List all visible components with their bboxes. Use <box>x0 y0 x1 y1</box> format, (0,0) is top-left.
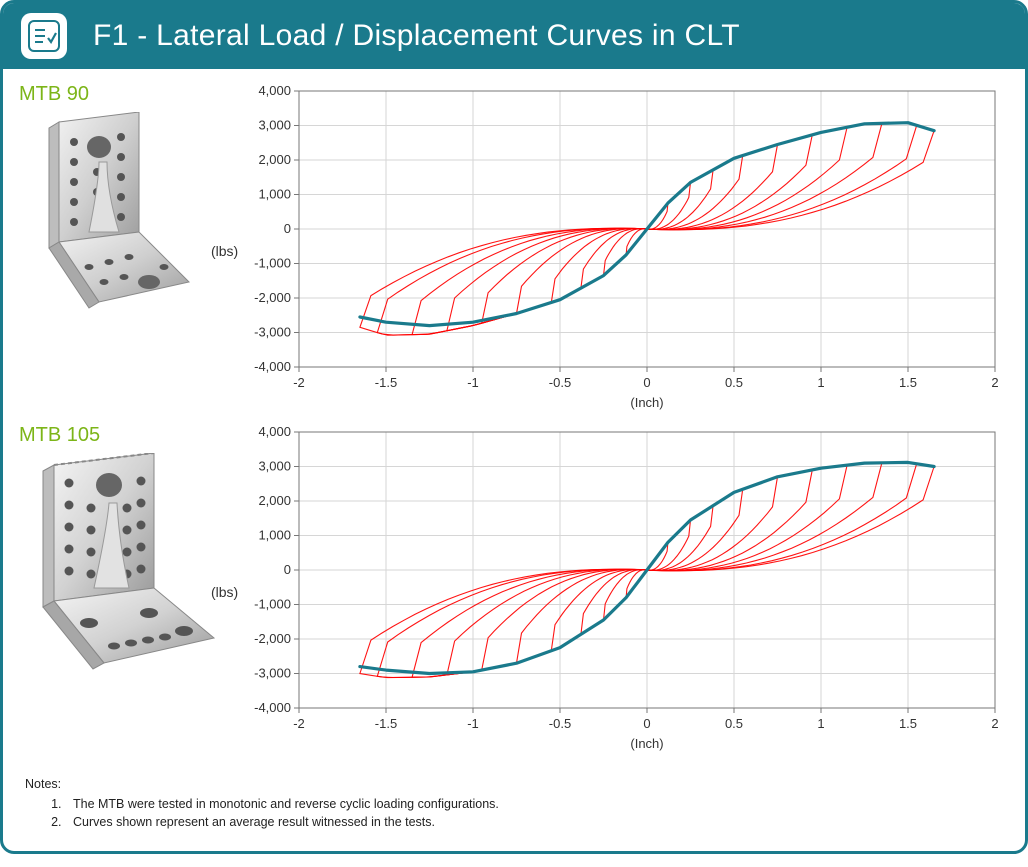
svg-text:(Inch): (Inch) <box>630 736 663 751</box>
svg-text:-2,000: -2,000 <box>254 631 291 646</box>
svg-text:3,000: 3,000 <box>258 118 291 133</box>
svg-text:0: 0 <box>643 375 650 390</box>
chart-row-1: MTB 90 <box>19 83 1009 418</box>
svg-text:1,000: 1,000 <box>258 187 291 202</box>
svg-text:-1.5: -1.5 <box>375 716 397 731</box>
svg-text:1.5: 1.5 <box>899 716 917 731</box>
svg-text:1: 1 <box>817 375 824 390</box>
notes-list: The MTB were tested in monotonic and rev… <box>65 797 1009 829</box>
svg-text:-4,000: -4,000 <box>254 700 291 715</box>
svg-text:2,000: 2,000 <box>258 493 291 508</box>
svg-text:-1.5: -1.5 <box>375 375 397 390</box>
svg-text:1,000: 1,000 <box>258 528 291 543</box>
svg-text:1: 1 <box>817 716 824 731</box>
svg-text:0.5: 0.5 <box>725 716 743 731</box>
notes-title: Notes: <box>25 777 1009 791</box>
svg-text:-0.5: -0.5 <box>549 716 571 731</box>
card: F1 - Lateral Load / Displacement Curves … <box>0 0 1028 854</box>
svg-text:2,000: 2,000 <box>258 152 291 167</box>
header-bar: F1 - Lateral Load / Displacement Curves … <box>3 3 1025 69</box>
product-label-2: MTB 105 <box>19 424 239 447</box>
svg-text:0: 0 <box>284 562 291 577</box>
svg-text:(Inch): (Inch) <box>630 395 663 410</box>
notes-section: Notes: The MTB were tested in monotonic … <box>19 777 1009 829</box>
svg-text:0: 0 <box>284 221 291 236</box>
y-axis-label-1: (lbs) <box>211 243 238 259</box>
svg-text:2: 2 <box>991 375 998 390</box>
svg-text:-0.5: -0.5 <box>549 375 571 390</box>
svg-text:2: 2 <box>991 716 998 731</box>
svg-text:4,000: 4,000 <box>258 424 291 439</box>
note-item: Curves shown represent an average result… <box>65 815 1009 829</box>
product-image-1 <box>19 112 209 327</box>
chart-2: (lbs) -2-1.5-1-0.500.511.52-4,000-3,000-… <box>249 424 1009 759</box>
content: MTB 90 <box>3 69 1025 851</box>
page-title: F1 - Lateral Load / Displacement Curves … <box>93 19 740 53</box>
svg-text:-3,000: -3,000 <box>254 666 291 681</box>
note-item: The MTB were tested in monotonic and rev… <box>65 797 1009 811</box>
svg-text:-1: -1 <box>467 716 479 731</box>
svg-text:0: 0 <box>643 716 650 731</box>
product-label-1: MTB 90 <box>19 83 239 106</box>
svg-text:1.5: 1.5 <box>899 375 917 390</box>
chart-1: (lbs) -2-1.5-1-0.500.511.52-4,000-3,000-… <box>249 83 1009 418</box>
svg-text:-1,000: -1,000 <box>254 597 291 612</box>
y-axis-label-2: (lbs) <box>211 584 238 600</box>
product-image-2 <box>19 453 209 688</box>
svg-text:0.5: 0.5 <box>725 375 743 390</box>
svg-text:-2,000: -2,000 <box>254 290 291 305</box>
svg-text:-1: -1 <box>467 375 479 390</box>
svg-text:-2: -2 <box>293 375 305 390</box>
svg-text:-2: -2 <box>293 716 305 731</box>
svg-text:4,000: 4,000 <box>258 83 291 98</box>
svg-text:3,000: 3,000 <box>258 459 291 474</box>
chart-row-2: MTB 105 <box>19 424 1009 759</box>
svg-text:-4,000: -4,000 <box>254 359 291 374</box>
svg-text:-1,000: -1,000 <box>254 256 291 271</box>
header-icon <box>21 13 67 59</box>
svg-text:-3,000: -3,000 <box>254 325 291 340</box>
